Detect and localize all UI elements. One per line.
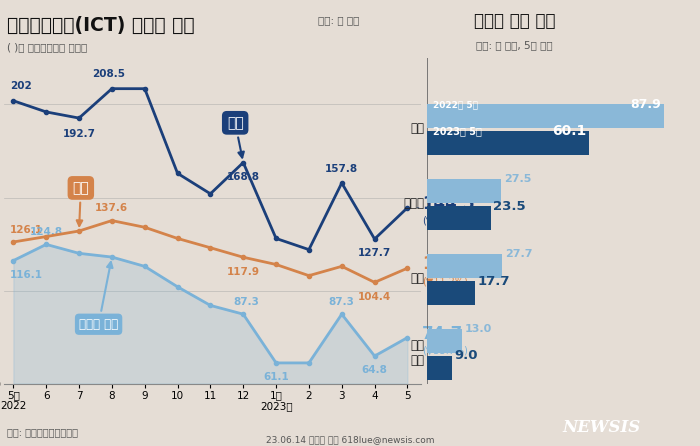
Text: 단위: 억 달러: 단위: 억 달러 bbox=[318, 16, 360, 25]
Text: (▼28.5%): (▼28.5%) bbox=[422, 216, 468, 226]
Text: 157.8: 157.8 bbox=[326, 164, 358, 173]
Text: 단위: 억 달러, 5월 기준: 단위: 억 달러, 5월 기준 bbox=[476, 40, 553, 50]
Text: 2022년 5월: 2022년 5월 bbox=[433, 100, 478, 109]
Text: 반도체 수출: 반도체 수출 bbox=[79, 262, 118, 331]
Text: (▼35.7%): (▼35.7%) bbox=[422, 346, 468, 355]
Text: 23.06.14 전진우 기자 618lue@newsis.com: 23.06.14 전진우 기자 618lue@newsis.com bbox=[266, 435, 434, 444]
Text: 127.7: 127.7 bbox=[358, 248, 391, 258]
Text: 수입: 수입 bbox=[73, 181, 89, 226]
Text: 13.0: 13.0 bbox=[465, 324, 492, 334]
Bar bbox=[428, 254, 502, 278]
Text: 60.1: 60.1 bbox=[552, 124, 587, 138]
Bar bbox=[428, 206, 491, 230]
Text: 중국: 중국 bbox=[411, 122, 425, 135]
Bar bbox=[428, 179, 501, 203]
Text: 자료: 과학기술정보통신부: 자료: 과학기술정보통신부 bbox=[7, 427, 78, 437]
Text: 117.9: 117.9 bbox=[227, 267, 260, 277]
Text: 202: 202 bbox=[10, 82, 32, 91]
Text: 124.8: 124.8 bbox=[29, 227, 63, 237]
Text: 61.1: 61.1 bbox=[263, 372, 289, 382]
Bar bbox=[428, 281, 475, 305]
Text: 9.0: 9.0 bbox=[454, 349, 478, 362]
Text: 144.5: 144.5 bbox=[422, 195, 475, 213]
Text: (▼11.2%): (▼11.2%) bbox=[422, 276, 468, 286]
Text: 112.0: 112.0 bbox=[422, 256, 475, 273]
Text: 87.9: 87.9 bbox=[631, 98, 662, 111]
Text: 87.3: 87.3 bbox=[234, 297, 260, 307]
Text: NEWSIS: NEWSIS bbox=[563, 418, 641, 436]
Text: 74.7: 74.7 bbox=[422, 325, 463, 343]
Bar bbox=[428, 329, 463, 353]
Text: 지역별 수출 실적: 지역별 수출 실적 bbox=[474, 12, 555, 30]
Text: 23.5: 23.5 bbox=[494, 200, 526, 213]
Text: 208.5: 208.5 bbox=[92, 70, 125, 79]
Text: 미국: 미국 bbox=[411, 272, 425, 285]
Text: 104.4: 104.4 bbox=[358, 292, 391, 301]
Text: 64.8: 64.8 bbox=[362, 365, 388, 376]
Text: 유럽
연합: 유럽 연합 bbox=[411, 339, 425, 367]
Text: 수출: 수출 bbox=[227, 116, 244, 157]
Text: 116.1: 116.1 bbox=[10, 270, 43, 280]
Text: 126.1: 126.1 bbox=[10, 224, 43, 235]
Text: 87.3: 87.3 bbox=[329, 297, 355, 307]
Text: 168.8: 168.8 bbox=[227, 172, 260, 182]
Bar bbox=[428, 131, 589, 155]
Text: 27.5: 27.5 bbox=[504, 174, 531, 184]
Text: ( )는 전년동월대비 증감률: ( )는 전년동월대비 증감률 bbox=[7, 42, 88, 52]
Text: 2023년 5월: 2023년 5월 bbox=[433, 126, 482, 136]
Text: 137.6: 137.6 bbox=[95, 203, 128, 213]
Bar bbox=[428, 356, 452, 380]
Text: 베트남: 베트남 bbox=[404, 197, 425, 210]
Text: 17.7: 17.7 bbox=[477, 275, 510, 288]
Bar bbox=[428, 104, 664, 128]
Text: 27.7: 27.7 bbox=[505, 249, 532, 259]
Text: 192.7: 192.7 bbox=[62, 129, 95, 139]
Text: 정보통신기술(ICT) 수출입 추이: 정보통신기술(ICT) 수출입 추이 bbox=[7, 16, 195, 35]
